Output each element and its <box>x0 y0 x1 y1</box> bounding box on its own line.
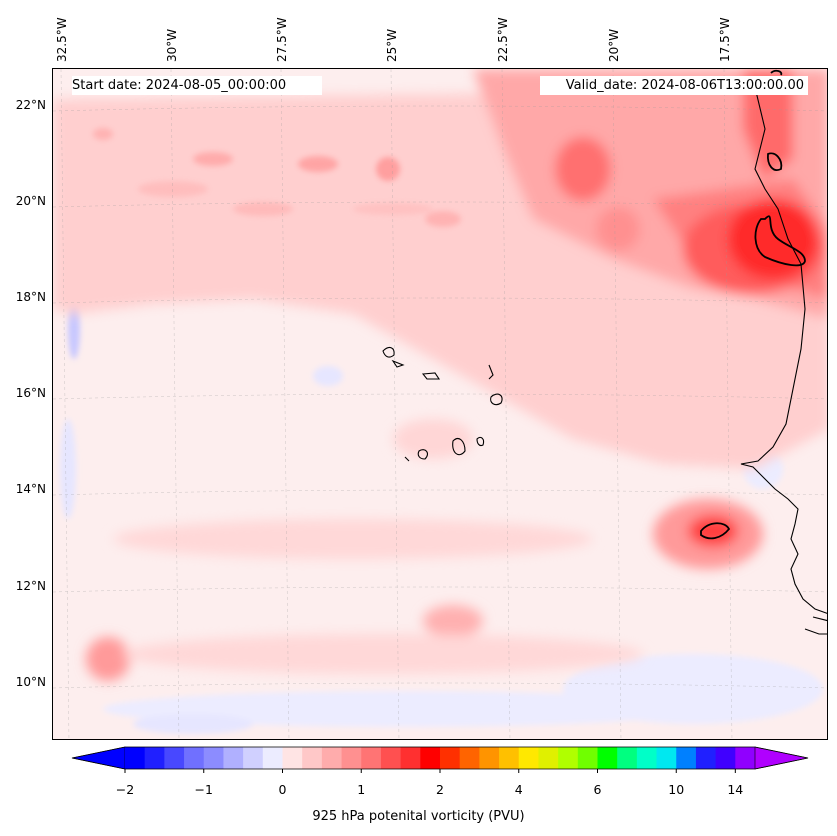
colorbar <box>71 746 809 773</box>
colorbar-tick-label: 0 <box>278 782 287 797</box>
colorbar-bin <box>302 747 323 769</box>
lon-label: 25°W <box>385 28 399 62</box>
lat-label: 12°N <box>15 579 46 593</box>
colorbar-bin <box>676 747 697 769</box>
colorbar-bin <box>636 747 658 769</box>
pv-streaks <box>93 128 461 227</box>
lat-label: 14°N <box>15 482 46 496</box>
strong-pv-contours <box>700 69 806 540</box>
colorbar-bin <box>538 747 559 769</box>
colorbar-bin <box>656 747 677 769</box>
parallel-line <box>53 105 827 112</box>
parallel-line <box>53 201 827 208</box>
colorbar-bin <box>203 747 224 769</box>
colorbar-bin <box>321 747 343 769</box>
colorbar-bin <box>144 747 165 769</box>
colorbar-bin <box>380 747 402 769</box>
meridian-line <box>170 69 180 739</box>
colorbar-bin <box>420 747 441 769</box>
pv-field-map <box>53 69 827 739</box>
colorbar-bin <box>164 747 185 769</box>
colorbar-bin <box>184 747 205 769</box>
colorbar-bin <box>695 747 717 769</box>
meridian-line <box>723 69 733 739</box>
valid-date-label: Valid_date: 2024-08-06T13:00:00.00 <box>540 76 808 95</box>
lon-label: 17.5°W <box>718 17 732 62</box>
colorbar-extend-high <box>754 746 809 770</box>
colorbar-bin <box>125 747 146 769</box>
colorbar-bin <box>479 747 500 769</box>
parallel-line <box>53 393 827 400</box>
colorbar-bin <box>577 747 598 769</box>
colorbar-bin <box>518 747 539 769</box>
parallel-line <box>53 682 827 689</box>
colorbar-bin <box>282 747 303 769</box>
start-date-label: Start date: 2024-08-05_00:00:00 <box>72 76 322 95</box>
coastline <box>382 78 827 635</box>
colorbar-tick-label: −2 <box>115 782 135 797</box>
colorbar-tick-label: 14 <box>727 782 744 797</box>
colorbar-tick-label: 2 <box>436 782 444 797</box>
graticule <box>53 69 827 739</box>
meridian-line <box>612 69 622 739</box>
lon-label: 27.5°W <box>275 17 289 62</box>
colorbar-bin <box>617 747 638 769</box>
parallel-line <box>53 297 827 304</box>
lat-label: 10°N <box>15 675 46 689</box>
lon-label: 32.5°W <box>55 17 69 62</box>
meridian-line <box>501 69 511 739</box>
lon-label: 22.5°W <box>496 17 510 62</box>
lat-label: 18°N <box>15 290 46 304</box>
lat-label: 22°N <box>15 98 46 112</box>
positive-pv-areas <box>53 69 827 681</box>
meridian-line <box>60 69 70 739</box>
colorbar-bin <box>597 747 618 769</box>
parallel-line <box>53 489 827 496</box>
parallel-line <box>53 586 827 593</box>
colorbar-bin <box>440 747 461 769</box>
colorbar-bin <box>361 747 382 769</box>
lat-label: 16°N <box>15 386 46 400</box>
colorbar-bin <box>262 747 283 769</box>
colorbar-tick-label: 1 <box>357 782 366 797</box>
colorbar-tick-label: 4 <box>514 782 523 797</box>
lat-label: 20°N <box>15 194 46 208</box>
colorbar-bin <box>558 747 579 769</box>
colorbar-tick-label: −1 <box>194 782 213 797</box>
colorbar-tick-label: 6 <box>593 782 602 797</box>
colorbar-bin <box>243 747 264 769</box>
meridian-line <box>390 69 400 739</box>
map-panel[interactable] <box>52 68 828 740</box>
colorbar-bin <box>735 747 756 769</box>
colorbar-bin <box>341 747 362 769</box>
colorbar-bin <box>715 747 736 769</box>
colorbar-tick-label: 10 <box>668 782 685 797</box>
lon-label: 30°W <box>165 28 179 62</box>
meridian-line <box>280 69 290 739</box>
colorbar-label: 925 hPa potenital vorticity (PVU) <box>312 809 525 824</box>
colorbar-bin <box>400 747 421 769</box>
colorbar-bin <box>459 747 480 769</box>
colorbar-bin <box>223 747 244 769</box>
lon-label: 20°W <box>607 28 621 62</box>
colorbar-extend-low <box>71 746 126 770</box>
colorbar-bin <box>499 747 520 769</box>
